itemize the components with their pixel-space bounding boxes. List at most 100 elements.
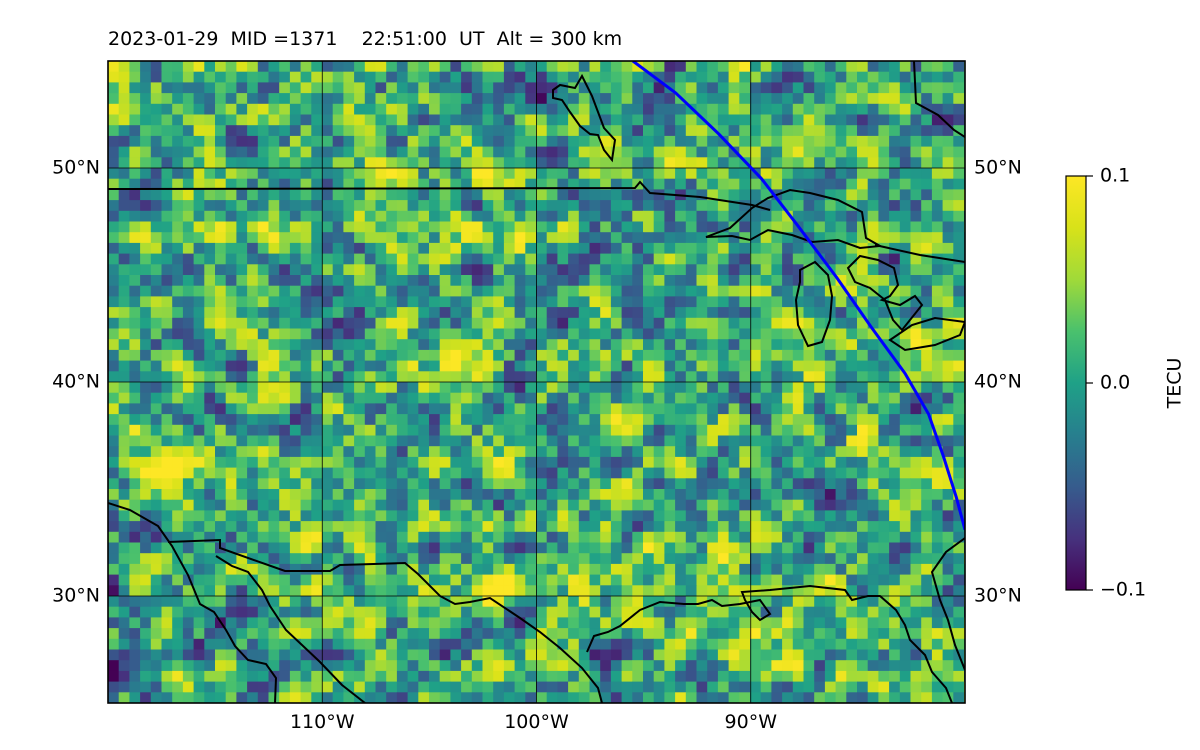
tec-cell <box>771 681 783 693</box>
tec-cell <box>204 296 216 308</box>
tec-cell <box>418 285 430 297</box>
tec-cell <box>942 499 954 511</box>
tec-cell <box>161 339 173 351</box>
coastlines-and-borders <box>108 61 965 703</box>
tec-cell <box>857 446 869 458</box>
tec-cell <box>268 146 280 158</box>
tec-cell <box>182 339 194 351</box>
tec-cell <box>760 499 772 511</box>
tec-cell <box>717 157 729 169</box>
tec-cell <box>236 285 248 297</box>
tec-cell <box>589 307 601 319</box>
tec-cell <box>493 232 505 244</box>
tec-cell <box>118 531 130 543</box>
tec-cell <box>621 414 633 426</box>
tec-cell <box>311 135 323 147</box>
tec-cell <box>482 467 494 479</box>
tec-cell <box>289 403 301 415</box>
tec-cell <box>439 382 451 394</box>
tec-cell <box>268 531 280 543</box>
tec-cell <box>354 467 366 479</box>
tec-cell <box>578 296 590 308</box>
tec-cell <box>322 499 334 511</box>
tec-cell <box>450 670 462 682</box>
tec-cell <box>407 210 419 222</box>
tec-cell <box>589 200 601 212</box>
tec-cell <box>835 317 847 329</box>
tec-cell <box>824 596 836 608</box>
tec-cell <box>418 317 430 329</box>
tec-cell <box>589 93 601 105</box>
tec-cell <box>536 606 548 618</box>
tec-cell <box>536 424 548 436</box>
tec-cell <box>482 456 494 468</box>
tec-cell <box>782 307 794 319</box>
tec-cell <box>782 585 794 597</box>
tec-cell <box>717 93 729 105</box>
tec-cell <box>739 681 751 693</box>
tec-cell <box>921 210 933 222</box>
tec-cell <box>536 242 548 254</box>
tec-cell <box>728 253 740 265</box>
tec-cell <box>375 189 387 201</box>
tec-cell <box>343 242 355 254</box>
tec-cell <box>204 617 216 629</box>
tec-cell <box>161 285 173 297</box>
tec-cell <box>289 424 301 436</box>
tec-cell <box>471 649 483 661</box>
tec-cell <box>899 553 911 565</box>
tec-cell <box>311 93 323 105</box>
tec-cell <box>525 499 537 511</box>
tec-cell <box>193 296 205 308</box>
tec-cell <box>204 135 216 147</box>
tec-cell <box>493 628 505 640</box>
tec-cell <box>953 328 965 340</box>
tec-cell <box>782 264 794 276</box>
tec-cell <box>396 178 408 190</box>
tec-cell <box>835 178 847 190</box>
tec-cell <box>364 285 376 297</box>
tec-cell <box>493 264 505 276</box>
tec-cell <box>610 574 622 586</box>
tec-cell <box>311 210 323 222</box>
tec-cell <box>610 125 622 137</box>
tec-cell <box>696 339 708 351</box>
tec-cell <box>289 563 301 575</box>
tec-cell <box>450 403 462 415</box>
tec-cell <box>364 424 376 436</box>
tec-cell <box>792 264 804 276</box>
tec-cell <box>450 542 462 554</box>
tec-cell <box>236 221 248 233</box>
tec-cell <box>878 125 890 137</box>
tec-cell <box>889 317 901 329</box>
tec-cell <box>600 681 612 693</box>
tec-cell <box>257 178 269 190</box>
tec-cell <box>792 61 804 73</box>
tec-cell <box>429 189 441 201</box>
tec-cell <box>953 232 965 244</box>
tec-cell <box>931 253 943 265</box>
tec-cell <box>300 339 312 351</box>
tec-cell <box>525 253 537 265</box>
tec-cell <box>782 317 794 329</box>
tec-cell <box>322 371 334 383</box>
tec-cell <box>760 638 772 650</box>
tec-cell <box>471 61 483 73</box>
tec-cell <box>857 285 869 297</box>
tec-cell <box>343 596 355 608</box>
tec-cell <box>268 446 280 458</box>
tec-cell <box>610 435 622 447</box>
tec-cell <box>525 61 537 73</box>
tec-cell <box>354 542 366 554</box>
tec-cell <box>129 489 141 501</box>
tec-cell <box>664 232 676 244</box>
tec-cell <box>375 349 387 361</box>
tec-cell <box>889 681 901 693</box>
tec-cell <box>771 360 783 372</box>
tec-cell <box>450 61 462 73</box>
tec-cell <box>396 553 408 565</box>
tec-cell <box>118 542 130 554</box>
tec-cell <box>471 275 483 287</box>
tec-cell <box>300 681 312 693</box>
tec-cell <box>589 168 601 180</box>
